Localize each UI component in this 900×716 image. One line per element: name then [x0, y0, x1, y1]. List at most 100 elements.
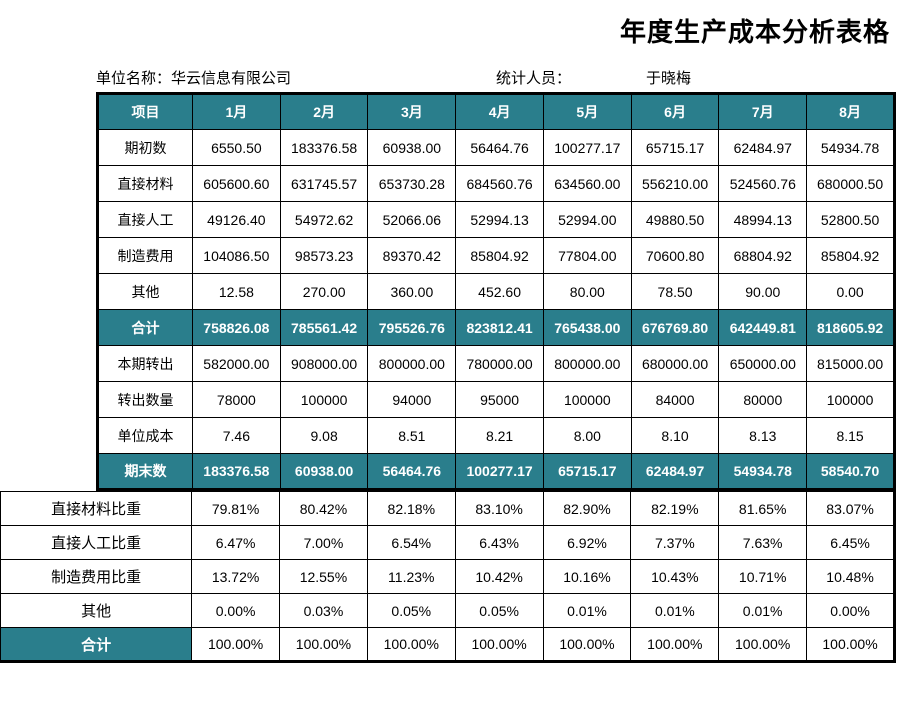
cell: 60938.00 — [368, 130, 456, 166]
row-label: 直接人工比重 — [1, 526, 192, 560]
cell: 95000 — [456, 382, 544, 418]
cell: 823812.41 — [456, 310, 544, 346]
cell: 10.71% — [719, 560, 807, 594]
cell: 8.21 — [456, 418, 544, 454]
cell: 631745.57 — [280, 166, 368, 202]
table-row: 单位成本7.469.088.518.218.008.108.138.15 — [98, 418, 895, 454]
cell: 52994.13 — [456, 202, 544, 238]
cell: 800000.00 — [543, 346, 631, 382]
cell: 52800.50 — [807, 202, 895, 238]
col-5: 5月 — [543, 94, 631, 130]
cell: 6.54% — [367, 526, 455, 560]
cell: 0.01% — [631, 594, 719, 628]
cell: 100.00% — [719, 628, 807, 662]
cell: 800000.00 — [368, 346, 456, 382]
cell: 556210.00 — [631, 166, 719, 202]
cell: 360.00 — [368, 274, 456, 310]
table-row: 其他12.58270.00360.00452.6080.0078.5090.00… — [98, 274, 895, 310]
row-label: 本期转出 — [98, 346, 193, 382]
cell: 8.13 — [719, 418, 807, 454]
cell: 524560.76 — [719, 166, 807, 202]
cell: 908000.00 — [280, 346, 368, 382]
company-name: 华云信息有限公司 — [171, 70, 291, 87]
table-row: 制造费用104086.5098573.2389370.4285804.92778… — [98, 238, 895, 274]
cell: 104086.50 — [193, 238, 281, 274]
row-label: 期初数 — [98, 130, 193, 166]
cell: 83.10% — [455, 492, 543, 526]
cell: 11.23% — [367, 560, 455, 594]
cell: 183376.58 — [193, 454, 281, 490]
cell: 6.92% — [543, 526, 631, 560]
cell: 65715.17 — [543, 454, 631, 490]
cell: 100277.17 — [543, 130, 631, 166]
col-8: 8月 — [807, 94, 895, 130]
cell: 52066.06 — [368, 202, 456, 238]
cell: 10.43% — [631, 560, 719, 594]
cell: 818605.92 — [807, 310, 895, 346]
col-4: 4月 — [456, 94, 544, 130]
company-block: 单位名称：华云信息有限公司 — [96, 67, 496, 88]
cell: 8.10 — [631, 418, 719, 454]
cell: 653730.28 — [368, 166, 456, 202]
cell: 84000 — [631, 382, 719, 418]
cell: 780000.00 — [456, 346, 544, 382]
cell: 100.00% — [455, 628, 543, 662]
cell: 10.16% — [543, 560, 631, 594]
cell: 78000 — [193, 382, 281, 418]
cell: 54972.62 — [280, 202, 368, 238]
cell: 82.90% — [543, 492, 631, 526]
row-label: 单位成本 — [98, 418, 193, 454]
col-2: 2月 — [280, 94, 368, 130]
cell: 0.05% — [455, 594, 543, 628]
cell: 642449.81 — [719, 310, 807, 346]
cell: 6.45% — [807, 526, 895, 560]
col-3: 3月 — [368, 94, 456, 130]
cell: 100.00% — [807, 628, 895, 662]
cell: 0.01% — [543, 594, 631, 628]
cell: 0.05% — [367, 594, 455, 628]
cell: 100000 — [807, 382, 895, 418]
col-1: 1月 — [193, 94, 281, 130]
page: 年度生产成本分析表格 单位名称：华云信息有限公司 统计人员： 于晓梅 项目 1月… — [0, 0, 900, 663]
cell: 10.48% — [807, 560, 895, 594]
cell: 80.00 — [543, 274, 631, 310]
row-label: 期末数 — [98, 454, 193, 490]
cell: 48994.13 — [719, 202, 807, 238]
cell: 85804.92 — [807, 238, 895, 274]
end-row: 期末数183376.5860938.0056464.76100277.17657… — [98, 454, 895, 490]
table-row: 其他0.00%0.03%0.05%0.05%0.01%0.01%0.01%0.0… — [1, 594, 895, 628]
cell: 100277.17 — [456, 454, 544, 490]
cell: 605600.60 — [193, 166, 281, 202]
cell: 582000.00 — [193, 346, 281, 382]
cell: 634560.00 — [543, 166, 631, 202]
cell: 89370.42 — [368, 238, 456, 274]
meta-row: 单位名称：华云信息有限公司 统计人员： 于晓梅 — [96, 67, 900, 88]
cell: 12.55% — [280, 560, 368, 594]
cell: 680000.50 — [807, 166, 895, 202]
cell: 78.50 — [631, 274, 719, 310]
cell: 8.00 — [543, 418, 631, 454]
row-label: 直接人工 — [98, 202, 193, 238]
cell: 85804.92 — [456, 238, 544, 274]
cell: 80000 — [719, 382, 807, 418]
row-label: 直接材料比重 — [1, 492, 192, 526]
cell: 815000.00 — [807, 346, 895, 382]
table-row: 直接材料605600.60631745.57653730.28684560.76… — [98, 166, 895, 202]
cell: 54934.78 — [807, 130, 895, 166]
cell: 49880.50 — [631, 202, 719, 238]
cell: 795526.76 — [368, 310, 456, 346]
row-label: 直接材料 — [98, 166, 193, 202]
table-row: 转出数量780001000009400095000100000840008000… — [98, 382, 895, 418]
cell: 100.00% — [280, 628, 368, 662]
cell: 100.00% — [543, 628, 631, 662]
row-label: 合计 — [1, 628, 192, 662]
cell: 0.00% — [807, 594, 895, 628]
cell: 62484.97 — [631, 454, 719, 490]
cell: 98573.23 — [280, 238, 368, 274]
row-label: 制造费用 — [98, 238, 193, 274]
table-row: 制造费用比重13.72%12.55%11.23%10.42%10.16%10.4… — [1, 560, 895, 594]
cell: 7.63% — [719, 526, 807, 560]
ratio-sum-row: 合计100.00%100.00%100.00%100.00%100.00%100… — [1, 628, 895, 662]
cell: 90.00 — [719, 274, 807, 310]
cell: 82.19% — [631, 492, 719, 526]
